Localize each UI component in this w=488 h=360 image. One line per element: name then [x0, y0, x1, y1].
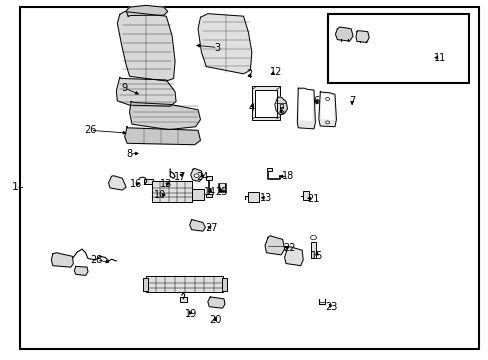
- Polygon shape: [190, 168, 203, 181]
- Polygon shape: [189, 220, 205, 231]
- Text: 13: 13: [160, 179, 172, 189]
- Polygon shape: [117, 12, 175, 81]
- Text: 19: 19: [184, 309, 197, 319]
- Text: 17: 17: [173, 172, 186, 182]
- Text: 3: 3: [214, 42, 220, 53]
- Polygon shape: [274, 97, 287, 114]
- Polygon shape: [355, 31, 368, 42]
- Text: 5: 5: [278, 107, 284, 117]
- Polygon shape: [297, 88, 315, 129]
- Polygon shape: [116, 77, 176, 106]
- Text: 25: 25: [214, 186, 227, 197]
- Bar: [255, 90, 276, 117]
- Text: 7: 7: [348, 96, 354, 106]
- Text: 28: 28: [90, 255, 103, 265]
- Polygon shape: [51, 253, 73, 267]
- Bar: [248, 192, 259, 202]
- Text: 21: 21: [306, 194, 319, 204]
- Text: 16: 16: [129, 179, 142, 189]
- Polygon shape: [198, 14, 251, 74]
- Text: 6: 6: [313, 96, 319, 106]
- Bar: [206, 194, 212, 197]
- Bar: [310, 242, 316, 258]
- Polygon shape: [335, 27, 352, 41]
- Polygon shape: [129, 102, 200, 130]
- Bar: [303, 191, 308, 200]
- Polygon shape: [321, 94, 333, 120]
- Bar: [206, 176, 212, 180]
- Bar: [142, 278, 147, 291]
- Text: 12: 12: [269, 67, 282, 77]
- Polygon shape: [108, 176, 126, 190]
- Bar: [222, 278, 226, 291]
- Text: 22: 22: [283, 243, 296, 253]
- Polygon shape: [126, 5, 167, 16]
- Text: 15: 15: [310, 251, 323, 261]
- Text: 2: 2: [246, 69, 252, 79]
- Text: 9: 9: [122, 83, 127, 93]
- Circle shape: [194, 174, 199, 177]
- Text: 27: 27: [204, 222, 217, 233]
- Circle shape: [325, 98, 329, 100]
- Polygon shape: [74, 266, 88, 275]
- Text: 14: 14: [203, 186, 216, 197]
- Bar: [191, 189, 203, 200]
- Polygon shape: [264, 236, 284, 255]
- Text: 23: 23: [325, 302, 337, 312]
- Bar: [180, 297, 186, 302]
- Text: 11: 11: [433, 53, 446, 63]
- Text: 1–: 1–: [12, 182, 25, 192]
- Polygon shape: [299, 90, 311, 121]
- Polygon shape: [124, 127, 200, 145]
- Bar: [151, 181, 191, 202]
- Bar: [144, 179, 153, 184]
- Polygon shape: [284, 247, 303, 266]
- Text: 18: 18: [282, 171, 294, 181]
- Bar: [266, 168, 272, 171]
- Text: 13: 13: [260, 193, 272, 203]
- Circle shape: [310, 235, 316, 240]
- Text: 10: 10: [154, 190, 166, 200]
- Bar: [251, 86, 280, 120]
- Polygon shape: [318, 92, 336, 127]
- Bar: [145, 276, 223, 292]
- Text: 20: 20: [208, 315, 221, 325]
- Text: 26: 26: [84, 125, 97, 135]
- Text: 4: 4: [248, 103, 254, 113]
- Bar: [327, 14, 468, 83]
- Circle shape: [325, 121, 329, 124]
- Bar: [217, 183, 226, 192]
- Polygon shape: [207, 297, 224, 308]
- Text: 24: 24: [196, 172, 209, 182]
- Text: 8: 8: [126, 149, 132, 159]
